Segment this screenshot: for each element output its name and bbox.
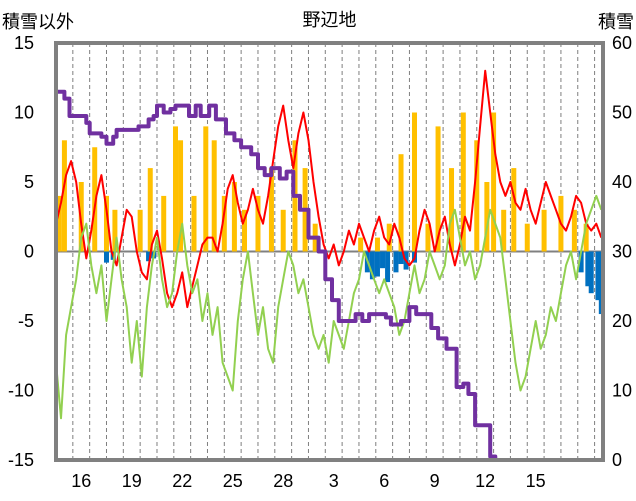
precipitation-bar [147, 168, 153, 252]
x-tick-label: 12 [475, 471, 495, 491]
y-right-tick-label: 20 [612, 311, 632, 331]
precipitation-bar [524, 223, 530, 252]
precipitation-bar [231, 182, 237, 252]
snowfall-bar [588, 251, 594, 294]
precipitation-bar [583, 223, 589, 252]
precipitation-bar [398, 154, 404, 252]
y-left-tick-label: 0 [24, 242, 34, 262]
temp_min-line [55, 194, 603, 420]
precipitation-bar [484, 182, 490, 252]
precipitation-bar [211, 140, 217, 252]
y-right-tick-label: 30 [612, 242, 632, 262]
precipitation-bar [374, 237, 380, 252]
precipitation-bar [511, 168, 517, 252]
precipitation-bar [191, 195, 197, 252]
snowfall-bar [374, 251, 380, 277]
precipitation-bar [571, 209, 577, 252]
precipitation-bar [435, 126, 441, 252]
x-tick-label: 15 [526, 471, 546, 491]
precipitation-bar [92, 147, 98, 252]
precipitation-bar [425, 223, 431, 252]
x-tick-label: 6 [379, 471, 389, 491]
precipitation-bar [474, 140, 480, 252]
snowfall-bar [595, 251, 601, 301]
snowfall-bar [103, 251, 109, 263]
y-left-tick-label: 10 [14, 103, 34, 123]
y-left-tick-label: -10 [8, 381, 34, 401]
precipitation-bar [221, 195, 227, 252]
precipitation-bar [242, 209, 248, 252]
snowfall-bar [369, 251, 375, 280]
right-axis-label: 積雪 [598, 12, 634, 32]
precipitation-bar [203, 126, 209, 252]
x-tick-label: 9 [430, 471, 440, 491]
x-tick-label: 19 [122, 471, 142, 491]
x-tick-label: 22 [172, 471, 192, 491]
x-tick-label: 3 [329, 471, 339, 491]
left-axis-label: 積雪以外 [2, 12, 74, 32]
precipitation-bar [449, 168, 455, 252]
precipitation-bar [61, 140, 67, 252]
precipitation-bar [268, 168, 274, 252]
precipitation-bar [172, 126, 178, 252]
precipitation-bar [56, 195, 62, 252]
y-right-tick-label: 40 [612, 172, 632, 192]
precipitation-bar [541, 209, 547, 252]
precipitation-bar [460, 112, 466, 252]
precipitation-bar [137, 209, 143, 252]
y-left-tick-label: -5 [18, 311, 34, 331]
y-left-tick-label: 15 [14, 33, 34, 53]
snowfall-bar [393, 251, 399, 273]
snowfall-bar [385, 251, 391, 283]
snowfall-bar [585, 251, 591, 287]
y-left-tick-label: 5 [24, 172, 34, 192]
y-left-tick-label: -15 [8, 450, 34, 470]
snowfall-bar [380, 251, 386, 269]
y-right-tick-label: 50 [612, 103, 632, 123]
bars [56, 112, 604, 315]
precipitation-bar [255, 195, 261, 252]
chart-title: 野辺地 [303, 10, 357, 30]
snow_depth-line [56, 89, 603, 462]
x-tick-label: 25 [223, 471, 243, 491]
precipitation-bar [178, 140, 184, 252]
snowfall-bar [398, 251, 404, 265]
precipitation-bar [491, 112, 497, 252]
precipitation-bar [103, 195, 109, 252]
temp_max-line [55, 69, 603, 309]
precipitation-bar [386, 223, 392, 252]
precipitation-bar [112, 209, 118, 252]
x-tick-label: 28 [273, 471, 293, 491]
precipitation-bar [280, 209, 286, 252]
snowfall-bar [146, 251, 152, 262]
precipitation-bar [358, 237, 364, 252]
plot-area-frame [54, 41, 605, 462]
y-right-tick-label: 0 [612, 450, 622, 470]
y-right-tick-label: 10 [612, 381, 632, 401]
precipitation-bar [411, 112, 417, 252]
precipitation-bar [501, 209, 507, 252]
x-tick-label: 16 [71, 471, 91, 491]
series-lines [55, 69, 603, 462]
precipitation-bar [161, 195, 167, 252]
snowfall-bar [578, 251, 584, 273]
y-right-tick-label: 60 [612, 33, 632, 53]
